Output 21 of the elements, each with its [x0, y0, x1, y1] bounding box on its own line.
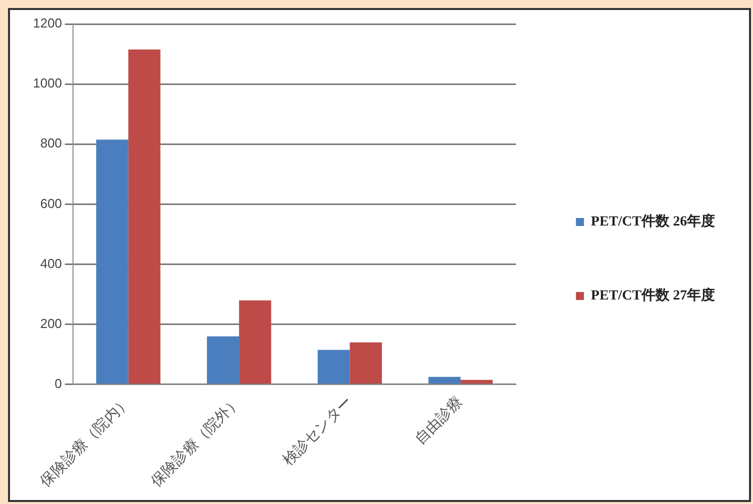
bar [206, 336, 240, 384]
legend-label: PET/CT件数 26年度 [590, 212, 716, 230]
bar [239, 300, 272, 384]
y-tick-label: 800 [40, 136, 62, 151]
y-tick-label: 1000 [33, 76, 62, 91]
y-tick-label: 1200 [33, 16, 62, 31]
bar [460, 380, 493, 384]
legend-label: PET/CT件数 27年度 [590, 286, 716, 304]
y-tick-label: 200 [40, 316, 62, 331]
x-tick-label: 検診センター [279, 392, 356, 469]
bar [428, 376, 461, 384]
x-tick-label: 保険診療（院外） [147, 392, 245, 490]
x-tick-label: 保険診療（院内） [36, 392, 134, 490]
bar [318, 350, 350, 384]
y-tick-label: 600 [40, 196, 62, 211]
bar [350, 342, 382, 384]
x-tick-label: 自由診療 [410, 392, 466, 448]
bar [96, 140, 128, 384]
bar [128, 50, 160, 384]
y-tick-label: 0 [54, 376, 62, 391]
y-tick-label: 400 [40, 256, 62, 271]
